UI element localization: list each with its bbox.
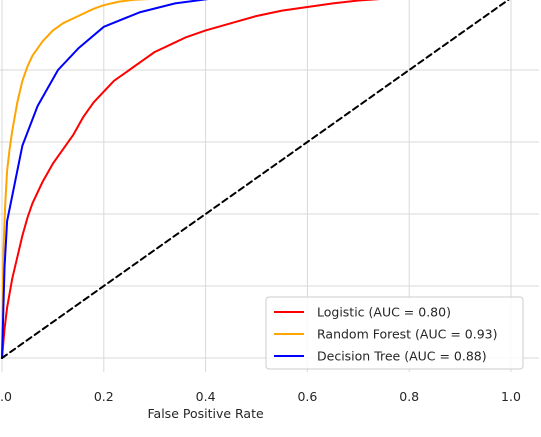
series-line-2	[1, 0, 209, 359]
x-tick-label-2: 0.4	[196, 389, 216, 404]
series-line-0	[1, 0, 381, 359]
chance-diagonal-line	[1, 0, 510, 359]
x-tick-label-4: 0.8	[399, 389, 419, 404]
legend: Logistic (AUC = 0.80) Random Forest (AUC …	[265, 296, 524, 370]
x-axis-ticks: 0.0 0.2 0.4 0.6 0.8 1.0	[0, 389, 521, 404]
legend-box	[265, 296, 524, 370]
x-tick-label-3: 0.6	[297, 389, 317, 404]
x-tick-label-1: 0.2	[94, 389, 114, 404]
series-line-1	[1, 0, 150, 359]
legend-label-2: Decision Tree (AUC = 0.88)	[317, 349, 487, 364]
x-tick-label-0: 0.0	[0, 389, 12, 404]
x-axis-label: False Positive Rate	[148, 406, 264, 421]
legend-label-1: Random Forest (AUC = 0.93)	[317, 327, 498, 342]
grid	[0, 0, 539, 372]
legend-label-0: Logistic (AUC = 0.80)	[317, 305, 451, 320]
x-tick-label-5: 1.0	[501, 389, 521, 404]
series-lines	[1, 0, 510, 359]
